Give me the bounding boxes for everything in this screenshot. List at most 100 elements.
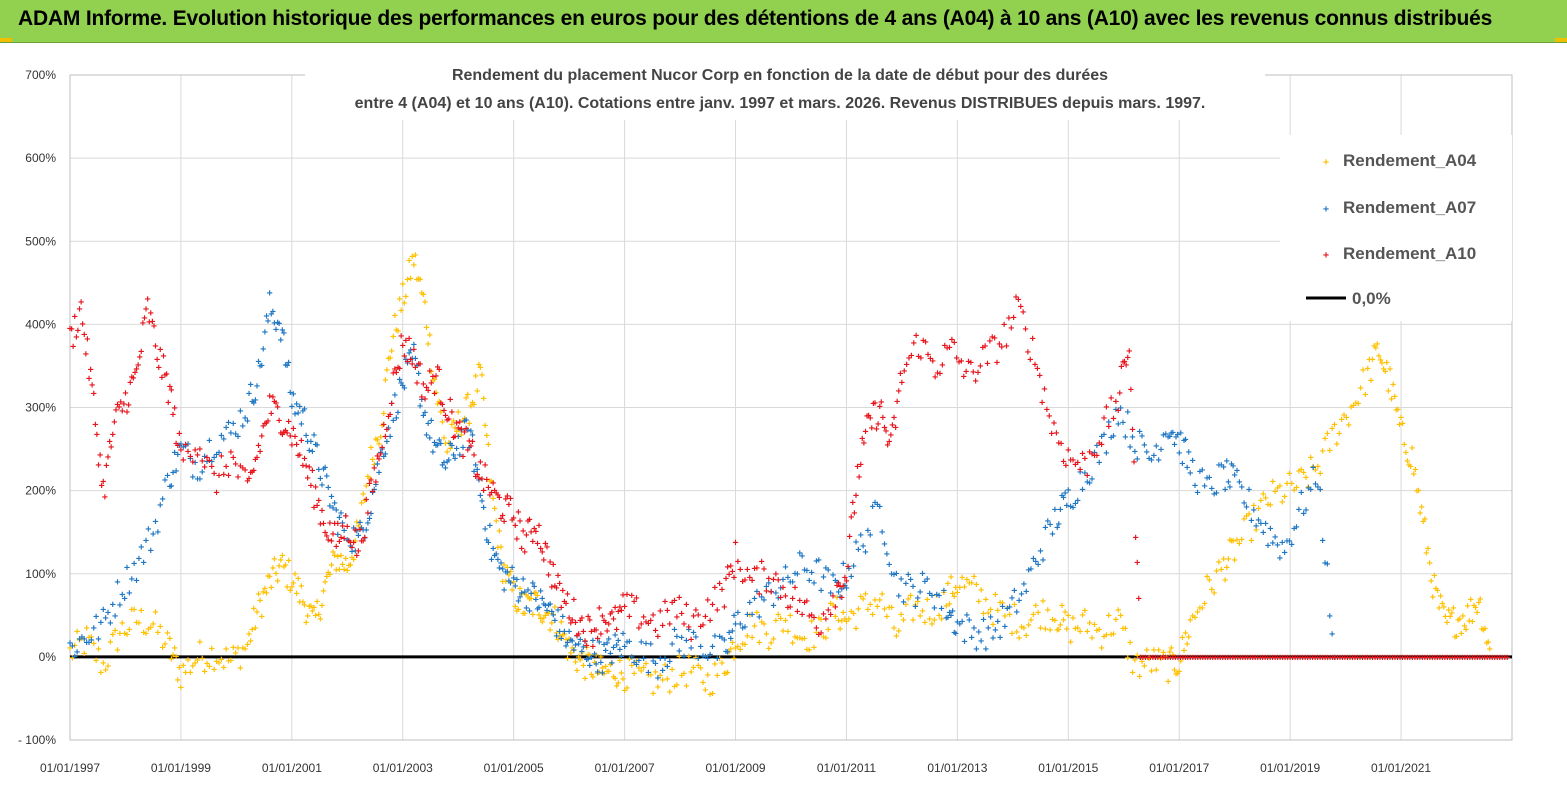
data-point: + [1371,341,1377,352]
y-tick-label: - 100% [18,733,56,747]
data-point: + [1230,461,1236,472]
data-point: + [444,447,450,458]
data-point: + [1300,652,1306,663]
data-point: + [382,432,388,443]
data-point: + [1315,652,1321,663]
data-point: + [206,436,212,447]
data-point: + [1144,645,1150,656]
data-point: + [662,596,668,607]
data-point: + [390,416,396,427]
data-point: + [199,456,205,467]
data-point: + [951,592,957,603]
data-point: + [249,467,255,478]
data-point: + [1070,455,1076,466]
data-point: + [1340,652,1346,663]
data-point: + [468,426,474,437]
data-point: + [1362,389,1368,400]
data-point: + [1003,341,1009,352]
data-point: + [172,403,178,414]
data-point: + [417,274,423,285]
data-point: + [1202,652,1208,663]
data-point: + [1355,652,1361,663]
data-point: + [775,575,781,586]
data-point: + [943,613,949,624]
data-point: + [924,595,930,606]
data-point: + [1182,652,1188,663]
data-point: + [1205,652,1211,663]
data-point: + [911,338,917,349]
data-point: + [609,607,615,618]
data-point: + [481,503,487,514]
data-point: + [424,382,430,393]
data-point: + [522,547,528,558]
data-point: + [281,562,287,573]
data-point: + [270,306,276,317]
data-point: + [1202,599,1208,610]
data-point: + [72,311,78,322]
data-point: + [1365,363,1371,374]
data-point: + [636,623,642,634]
data-point: + [122,388,128,399]
data-point: + [1377,355,1383,366]
data-point: + [598,652,604,663]
data-point: + [1295,652,1301,663]
data-point: + [468,441,474,452]
data-point: + [1296,505,1302,516]
data-point: + [313,611,319,622]
data-point: + [922,576,928,587]
data-point: + [153,516,159,527]
data-point: + [1402,652,1408,663]
data-point: + [477,490,483,501]
data-point: + [216,448,222,459]
data-point: + [1033,557,1039,568]
data-point: + [1101,632,1107,643]
data-point: + [1409,652,1415,663]
data-point: + [1251,501,1257,512]
data-point: + [1046,411,1052,422]
data-point: + [1015,295,1021,306]
data-point: + [1075,623,1081,634]
data-point: + [146,317,152,328]
data-point: + [504,491,510,502]
data-point: + [1474,652,1480,663]
data-point: + [939,614,945,625]
data-point: + [251,465,257,476]
data-point: + [477,363,483,374]
data-point: + [479,474,485,485]
data-point: + [211,469,217,480]
data-point: + [1315,482,1321,493]
data-point: + [1482,623,1488,634]
data-point: + [1163,652,1169,663]
data-point: + [88,632,94,643]
data-point: + [1232,470,1238,481]
data-point: + [371,463,377,474]
data-point: + [1004,603,1010,614]
data-point: + [1422,514,1428,525]
data-point: + [427,366,433,377]
data-point: + [1197,652,1203,663]
data-point: + [1049,429,1055,440]
data-point: + [154,355,160,366]
data-point: + [511,577,517,588]
data-point: + [775,610,781,621]
data-point: + [466,436,472,447]
data-point: + [435,399,441,410]
data-point: + [1156,645,1162,656]
data-point: + [1192,652,1198,663]
data-point: + [1466,616,1472,627]
data-point: + [504,563,510,574]
data-point: + [422,394,428,405]
data-point: + [818,614,824,625]
data-point: + [1056,519,1062,530]
data-point: + [672,682,678,693]
data-point: + [1439,598,1445,609]
data-point: + [1016,596,1022,607]
data-point: + [571,645,577,656]
data-point: + [828,599,834,610]
data-point: + [1009,593,1015,604]
data-point: + [865,526,871,537]
data-point: + [881,422,887,433]
data-point: + [1106,421,1112,432]
data-point: + [737,564,743,575]
data-point: + [311,430,317,441]
